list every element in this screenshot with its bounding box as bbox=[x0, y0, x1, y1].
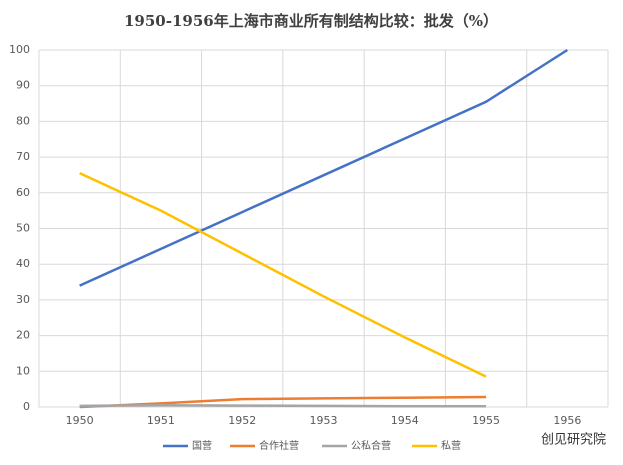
y-tick-label: 40 bbox=[16, 257, 30, 270]
x-tick-label: 1952 bbox=[228, 414, 256, 427]
x-tick-label: 1955 bbox=[472, 414, 500, 427]
legend-label: 国营 bbox=[192, 439, 212, 452]
y-tick-label: 60 bbox=[16, 186, 30, 199]
y-tick-label: 20 bbox=[16, 329, 30, 342]
x-tick-label: 1950 bbox=[66, 414, 94, 427]
y-tick-label: 100 bbox=[9, 43, 30, 56]
chart-title: 1950-1956年上海市商业所有制结构比较：批发（%） bbox=[124, 12, 498, 30]
legend-label: 公私合营 bbox=[351, 439, 391, 452]
series-line bbox=[79, 403, 487, 408]
watermark: 创见研究院 bbox=[541, 433, 606, 448]
x-tick-label: 1951 bbox=[147, 414, 175, 427]
y-tick-label: 50 bbox=[16, 222, 30, 235]
x-tick-label: 1953 bbox=[310, 414, 338, 427]
x-tick-label: 1956 bbox=[553, 414, 581, 427]
y-tick-label: 0 bbox=[23, 400, 30, 413]
legend-label: 私营 bbox=[441, 439, 461, 452]
y-tick-label: 70 bbox=[16, 150, 30, 163]
y-tick-label: 80 bbox=[16, 114, 30, 127]
series-line bbox=[79, 48, 569, 287]
series-line bbox=[79, 395, 487, 409]
x-tick-label: 1954 bbox=[391, 414, 419, 427]
y-tick-label: 90 bbox=[16, 79, 30, 92]
legend-label: 合作社营 bbox=[259, 439, 299, 452]
y-tick-label: 30 bbox=[16, 293, 30, 306]
y-tick-label: 10 bbox=[16, 364, 30, 377]
series-line bbox=[79, 172, 487, 378]
